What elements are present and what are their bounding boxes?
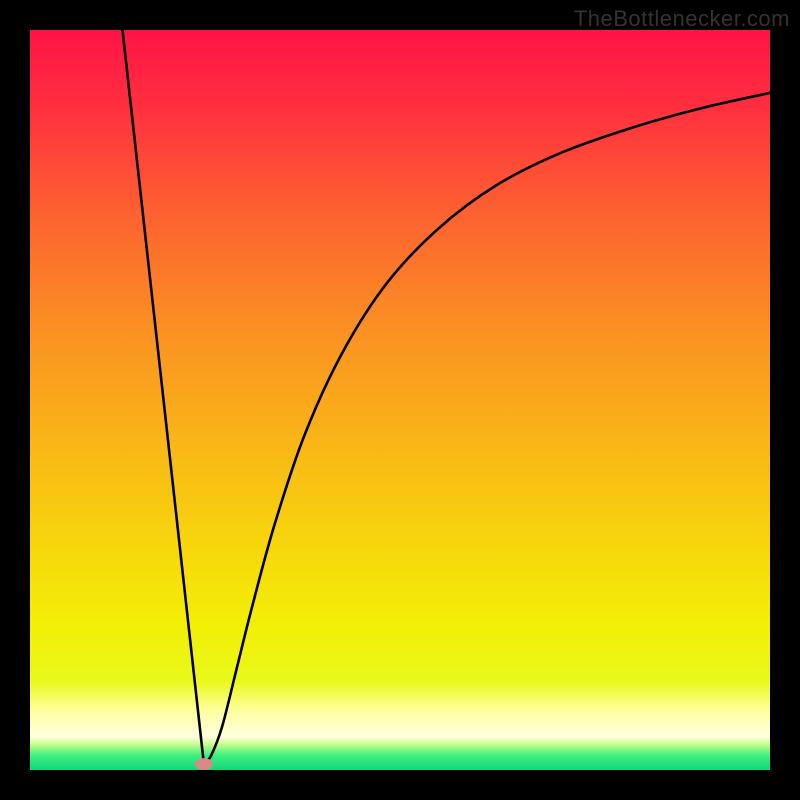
minimum-marker [195, 758, 213, 770]
plot-frame [30, 30, 770, 770]
plot-background [30, 30, 770, 770]
chart-svg [30, 30, 770, 770]
watermark-text: TheBottlenecker.com [574, 6, 790, 32]
